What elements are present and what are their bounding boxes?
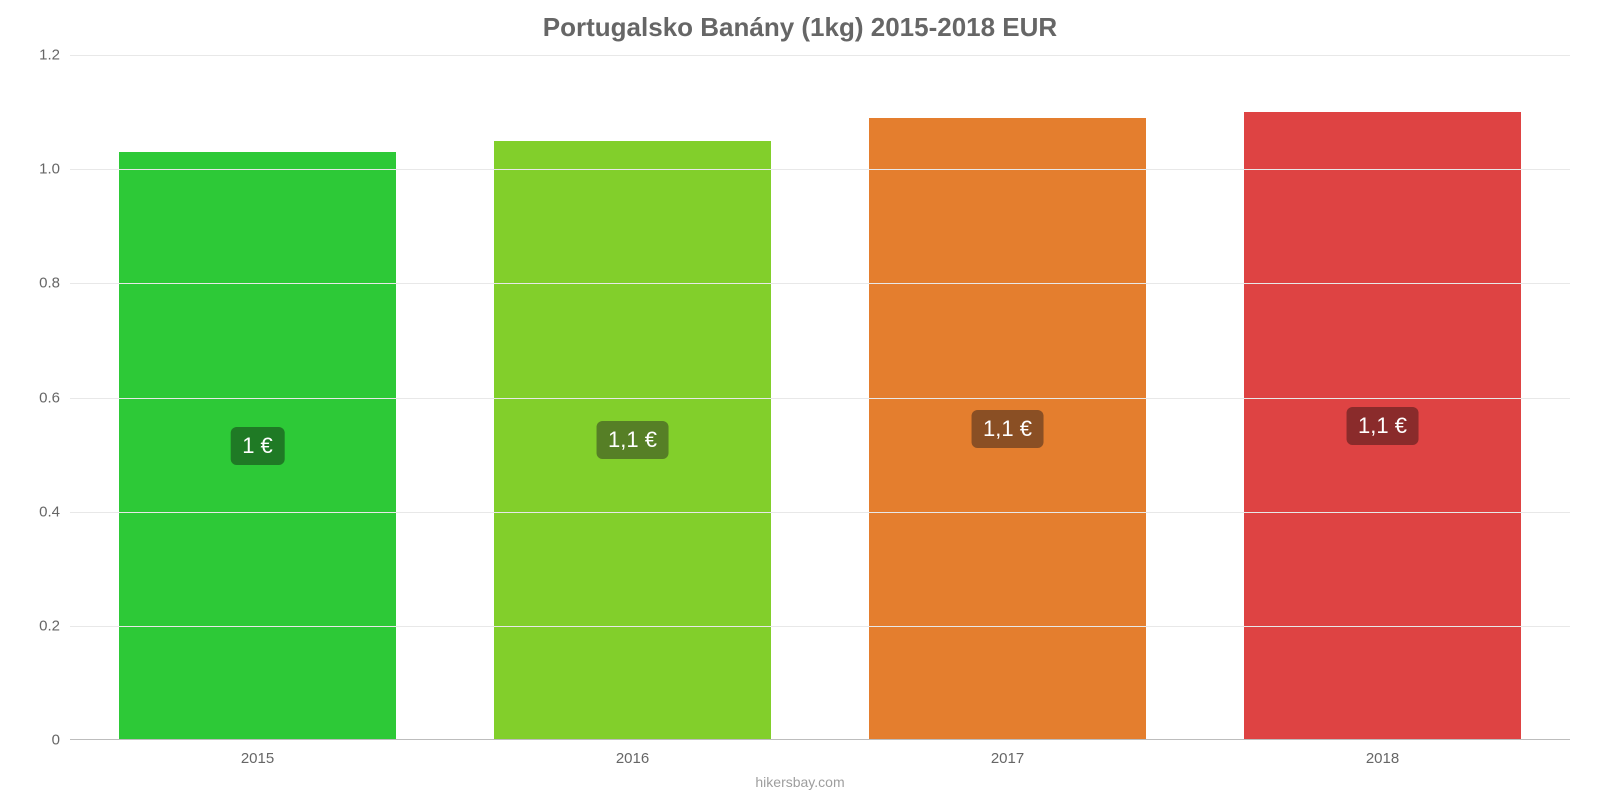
y-tick-label: 0.2 [39, 617, 70, 634]
bar-value-label: 1 € [230, 427, 285, 465]
grid-line [70, 283, 1570, 284]
bar: 1 € [119, 152, 397, 740]
y-tick-label: 0 [52, 732, 70, 749]
plot-area: 1 €20151,1 €20161,1 €20171,1 €2018 00.20… [70, 55, 1570, 740]
y-tick-label: 0.4 [39, 503, 70, 520]
y-tick-label: 1.0 [39, 161, 70, 178]
grid-line [70, 512, 1570, 513]
y-tick-label: 0.6 [39, 389, 70, 406]
bar-value-label: 1,1 € [971, 410, 1044, 448]
chart-title: Portugalsko Banány (1kg) 2015-2018 EUR [0, 0, 1600, 51]
y-tick-label: 0.8 [39, 275, 70, 292]
grid-line [70, 626, 1570, 627]
grid-line [70, 398, 1570, 399]
chart-source: hikersbay.com [0, 774, 1600, 790]
grid-line [70, 55, 1570, 56]
y-tick-label: 1.2 [39, 47, 70, 64]
x-tick-label: 2018 [1366, 740, 1399, 767]
bar-value-label: 1,1 € [1346, 407, 1419, 445]
grid-line [70, 169, 1570, 170]
chart-container: Portugalsko Banány (1kg) 2015-2018 EUR 1… [0, 0, 1600, 800]
baseline [70, 739, 1570, 740]
x-tick-label: 2015 [241, 740, 274, 767]
x-tick-label: 2016 [616, 740, 649, 767]
x-tick-label: 2017 [991, 740, 1024, 767]
bar: 1,1 € [1244, 112, 1522, 740]
bar: 1,1 € [494, 141, 772, 740]
bar: 1,1 € [869, 118, 1147, 740]
bar-value-label: 1,1 € [596, 421, 669, 459]
